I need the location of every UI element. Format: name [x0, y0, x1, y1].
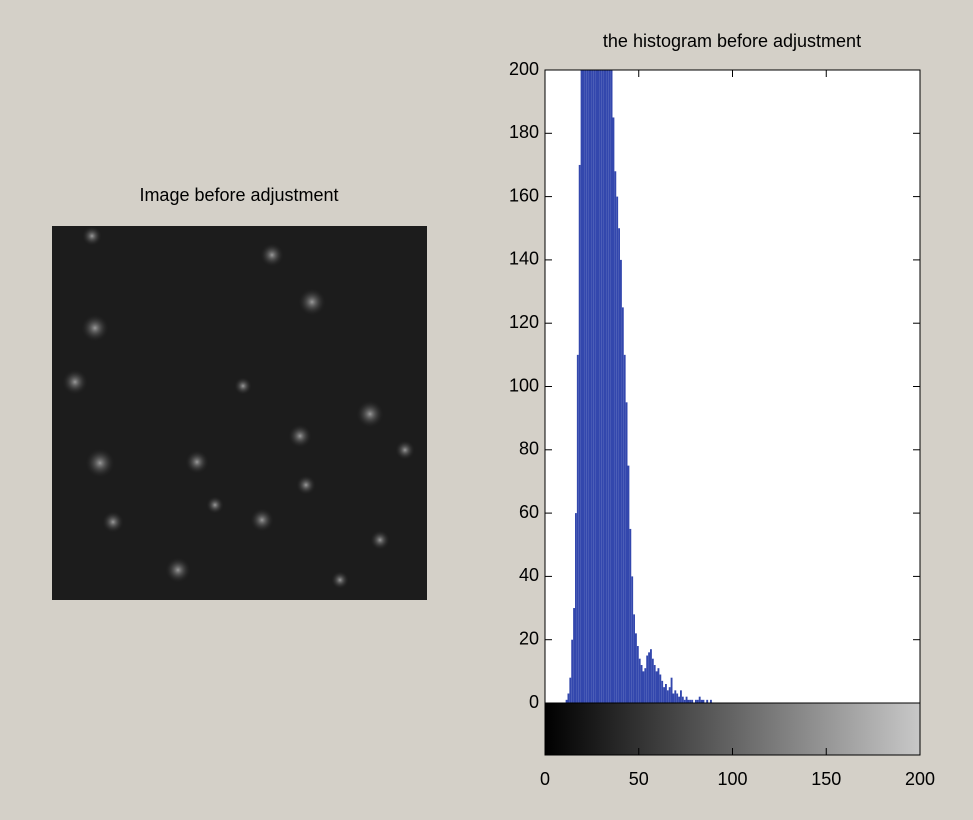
- bar: [567, 693, 570, 703]
- bar: [616, 196, 619, 703]
- y-tick-label: 40: [519, 565, 539, 585]
- bar: [661, 680, 664, 703]
- bar: [696, 699, 699, 703]
- bar: [653, 665, 656, 703]
- bar: [584, 70, 587, 703]
- bar: [640, 665, 643, 703]
- bar: [685, 696, 688, 703]
- bar: [623, 354, 626, 703]
- bar: [606, 70, 609, 703]
- bar: [665, 684, 667, 703]
- bar: [599, 70, 602, 703]
- bar: [706, 699, 709, 703]
- bar: [565, 699, 568, 703]
- bar: [672, 693, 675, 703]
- y-tick-label: 120: [509, 312, 539, 332]
- bar: [668, 687, 671, 703]
- bar: [631, 576, 634, 703]
- y-tick-label: 200: [509, 59, 539, 79]
- bar: [605, 70, 607, 703]
- bar: [678, 696, 680, 703]
- x-tick-label: 150: [811, 769, 841, 789]
- bar: [621, 307, 624, 703]
- bar: [681, 696, 684, 703]
- x-tick-label: 0: [540, 769, 550, 789]
- y-tick-label: 100: [509, 375, 539, 395]
- bar: [575, 513, 577, 703]
- bar: [573, 608, 575, 703]
- bar: [666, 690, 669, 703]
- bar: [610, 70, 613, 703]
- bar: [593, 70, 596, 703]
- bar: [636, 646, 639, 703]
- y-tick-label: 140: [509, 249, 539, 269]
- colorbar: [545, 703, 920, 755]
- bar: [608, 70, 611, 703]
- bar: [651, 658, 654, 703]
- bar: [670, 677, 673, 703]
- bar: [710, 699, 712, 703]
- bar: [588, 70, 590, 703]
- bar: [603, 70, 605, 703]
- y-tick-label: 180: [509, 122, 539, 142]
- bar: [648, 652, 650, 703]
- bar: [659, 674, 662, 703]
- bar: [578, 164, 581, 703]
- bar: [582, 70, 585, 703]
- bar: [702, 699, 705, 703]
- bar: [614, 171, 617, 703]
- bar: [638, 658, 641, 703]
- bar: [595, 70, 598, 703]
- bar: [576, 354, 579, 703]
- y-tick-label: 80: [519, 439, 539, 459]
- y-tick-label: 0: [529, 692, 539, 712]
- bar: [597, 70, 600, 703]
- y-tick-label: 20: [519, 628, 539, 648]
- bar: [586, 70, 589, 703]
- bar: [655, 671, 658, 703]
- bar: [695, 699, 697, 703]
- x-tick-label: 200: [905, 769, 935, 789]
- bar: [687, 699, 690, 703]
- bar: [657, 668, 660, 703]
- bar: [580, 70, 583, 703]
- bar: [683, 699, 686, 703]
- bar: [629, 528, 632, 703]
- bar: [680, 690, 682, 703]
- bar: [676, 693, 679, 703]
- bar: [601, 70, 604, 703]
- bar: [698, 696, 701, 703]
- bar: [569, 677, 572, 703]
- bar: [591, 70, 594, 703]
- x-tick-label: 100: [717, 769, 747, 789]
- bar: [618, 228, 620, 703]
- image-title: Image before adjustment: [139, 185, 338, 205]
- image: [52, 226, 427, 600]
- bar: [627, 465, 630, 703]
- bars: [565, 70, 712, 703]
- bar: [674, 690, 677, 703]
- bar: [644, 668, 647, 703]
- bar: [590, 70, 592, 703]
- bar: [689, 699, 692, 703]
- bar: [612, 117, 615, 703]
- y-tick-label: 160: [509, 185, 539, 205]
- bar: [635, 633, 637, 703]
- bar: [642, 671, 645, 703]
- bar: [646, 655, 649, 703]
- bar: [571, 639, 574, 703]
- bar: [633, 614, 635, 703]
- bar: [620, 259, 622, 703]
- x-tick-label: 50: [629, 769, 649, 789]
- bar: [625, 402, 628, 703]
- bar: [650, 649, 652, 703]
- bar: [663, 687, 665, 703]
- y-tick-label: 60: [519, 502, 539, 522]
- chart-title: the histogram before adjustment: [603, 31, 861, 51]
- bar: [700, 699, 703, 703]
- bar: [691, 699, 694, 703]
